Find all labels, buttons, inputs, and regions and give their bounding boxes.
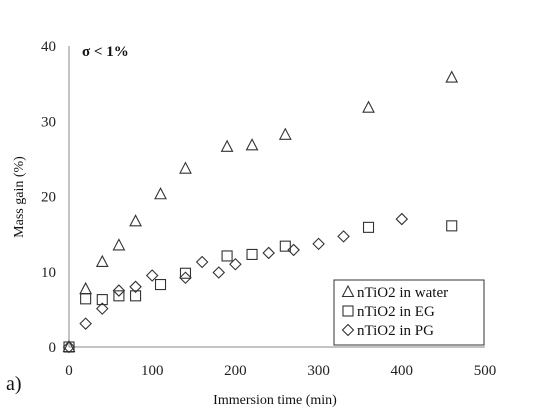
diamond-data-point [312, 237, 325, 251]
y-tick-label: 0 [49, 340, 57, 356]
y-tick-label: 10 [41, 265, 56, 281]
triangle-data-point [154, 187, 167, 200]
y-axis-title: Mass gain (%) [12, 156, 27, 238]
diamond-data-point [337, 230, 350, 243]
x-axis-title: Immersion time (min) [213, 393, 337, 408]
x-tick-label: 500 [474, 363, 497, 379]
sigma-annotation: σ < 1% [82, 44, 129, 60]
x-tick-labels: 0 100 200 300 400 500 [65, 363, 496, 379]
legend-diamond-icon [341, 323, 355, 337]
square-data-point [246, 248, 258, 260]
square-data-point [362, 221, 375, 233]
square-data-point [221, 250, 233, 262]
y-tick-labels: 0 10 20 30 40 [41, 39, 56, 356]
axes [68, 46, 485, 348]
square-data-point [80, 293, 92, 305]
square-data-point [154, 278, 167, 291]
triangle-data-point [445, 70, 459, 83]
diamond-data-point [262, 246, 275, 260]
x-tick-label: 200 [224, 363, 247, 379]
legend-square-icon [342, 305, 354, 317]
triangle-data-point [129, 214, 142, 227]
diamond-data-point [62, 340, 76, 354]
y-tick-label: 30 [41, 114, 56, 130]
triangle-data-point [245, 138, 259, 151]
square-data-point [446, 220, 458, 232]
diamond-data-point [112, 284, 126, 297]
legend-label: nTiO2 in PG [357, 323, 434, 339]
x-tick-label: 400 [391, 363, 414, 379]
diamond-data-point [195, 255, 209, 269]
y-tick-label: 20 [41, 190, 56, 206]
triangle-data-point [278, 127, 292, 140]
square-data-point [96, 294, 108, 306]
square-data-point [130, 290, 142, 302]
square-data-point [113, 290, 125, 302]
x-tick-label: 300 [307, 363, 330, 379]
diamond-data-point [179, 271, 192, 285]
legend-items: nTiO2 in water nTiO2 in EG nTiO2 in PG [341, 284, 448, 339]
legend-label: nTiO2 in EG [357, 304, 435, 320]
triangle-data-point [220, 139, 234, 152]
diamond-data-point [129, 280, 142, 294]
square-data-point [179, 267, 192, 279]
diamond-data-point [96, 302, 109, 315]
triangle-data-point [95, 254, 109, 268]
triangle-data-point [79, 281, 93, 295]
triangle-data-point [179, 161, 192, 174]
diamond-data-point [229, 257, 242, 271]
diamond-data-point [212, 266, 226, 279]
legend-triangle-icon [341, 284, 355, 298]
square-data-point [279, 240, 291, 252]
legend-box [333, 279, 485, 346]
legend-label: nTiO2 in water [357, 285, 448, 301]
diamond-data-point [287, 243, 300, 257]
x-tick-label: 100 [141, 363, 164, 379]
triangle-data-point [362, 100, 375, 113]
y-tick-label: 40 [41, 39, 56, 55]
legend: nTiO2 in water nTiO2 in EG nTiO2 in PG [333, 279, 485, 346]
diamond-data-point [79, 317, 92, 330]
diamond-data-point [395, 212, 409, 226]
diamond-data-point [145, 269, 159, 282]
panel-label: a) [6, 373, 22, 395]
x-tick-label: 0 [65, 363, 73, 379]
triangle-data-point [112, 238, 126, 251]
data-markers [62, 70, 459, 354]
